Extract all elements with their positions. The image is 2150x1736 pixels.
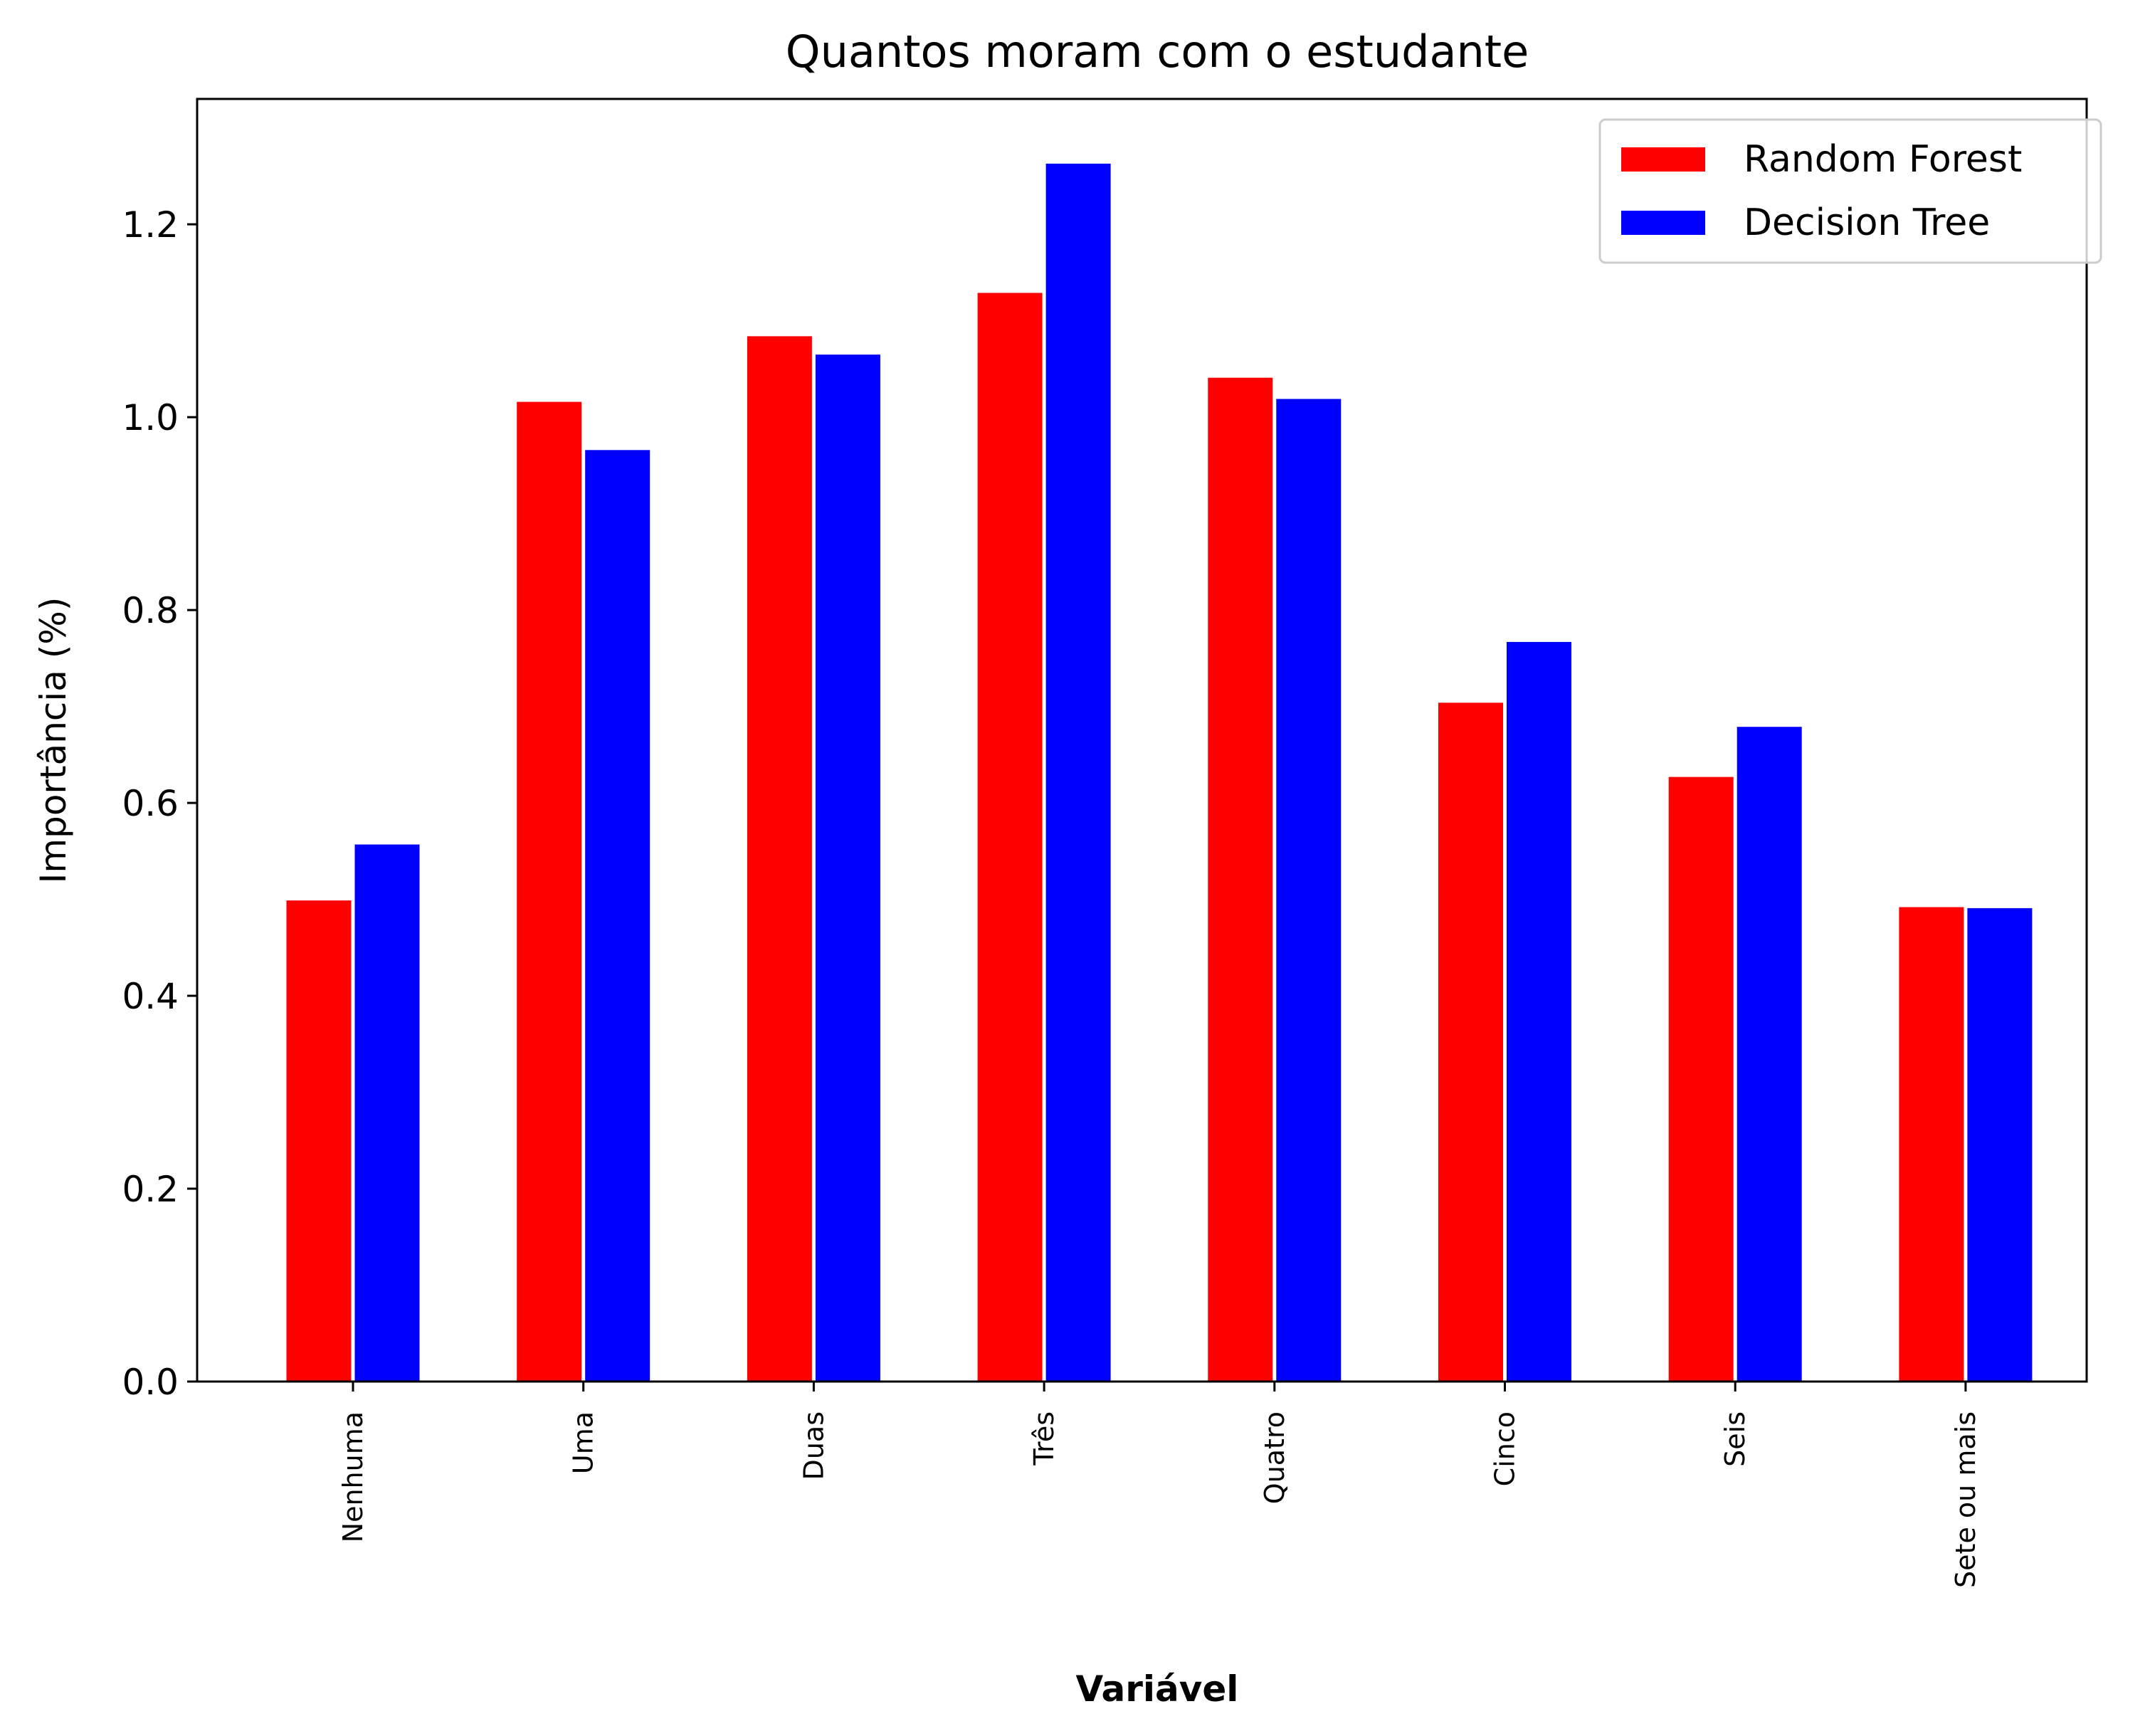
legend-label-random-forest: Random Forest	[1744, 138, 2022, 181]
bar-decision-tree-4	[1274, 396, 1344, 1383]
y-tick-label: 0.6	[122, 783, 179, 824]
y-tick-label: 0.0	[122, 1362, 179, 1403]
chart-title: Quantos moram com o estudante	[786, 26, 1529, 78]
bar-decision-tree-1	[583, 448, 653, 1383]
legend: Random Forest Decision Tree	[1598, 118, 2102, 264]
bar-decision-tree-3	[1043, 161, 1113, 1383]
bar-random-forest-5	[1436, 700, 1505, 1383]
x-tick-label: Três	[1028, 1411, 1060, 1466]
legend-swatch-decision-tree	[1621, 211, 1705, 235]
legend-swatch-random-forest	[1621, 147, 1705, 172]
bar-decision-tree-5	[1505, 639, 1574, 1383]
x-tick-label: Duas	[798, 1411, 829, 1480]
x-tick-label: Quatro	[1259, 1411, 1290, 1504]
bar-decision-tree-0	[352, 842, 422, 1383]
bar-random-forest-2	[744, 334, 814, 1383]
bar-decision-tree-7	[1965, 905, 2035, 1383]
x-tick-label: Cinco	[1490, 1411, 1521, 1486]
x-tick-label: Seis	[1719, 1411, 1751, 1467]
bar-random-forest-3	[975, 290, 1045, 1383]
x-axis-ticks: Nenhuma Uma Duas Três Quatro Cinco Seis Sete ou…	[337, 1382, 1981, 1588]
bar-random-forest-0	[284, 898, 354, 1383]
y-tick-label: 1.0	[122, 397, 179, 438]
y-tick-label: 0.2	[122, 1169, 179, 1210]
plot-frame	[196, 98, 2088, 1383]
x-tick-label: Sete ou mais	[1950, 1411, 1981, 1588]
legend-label-decision-tree: Decision Tree	[1744, 201, 1990, 244]
bar-random-forest-6	[1666, 774, 1736, 1383]
y-axis-ticks: 0.0 0.2 0.4 0.6 0.8 1.0 1.2	[122, 204, 197, 1403]
bar-random-forest-1	[515, 399, 584, 1383]
bar-random-forest-4	[1206, 375, 1275, 1383]
y-axis-label: Importância (%)	[33, 597, 74, 884]
y-tick-label: 1.2	[122, 204, 179, 246]
y-tick-label: 0.8	[122, 590, 179, 631]
y-tick-label: 0.4	[122, 976, 179, 1017]
bars-group	[284, 161, 2035, 1383]
bar-decision-tree-6	[1734, 725, 1804, 1383]
x-tick-label: Uma	[568, 1411, 599, 1474]
legend-frame	[1598, 118, 2102, 264]
x-axis-label: Variável	[1076, 1668, 1239, 1710]
x-tick-label: Nenhuma	[337, 1411, 369, 1542]
bar-decision-tree-2	[813, 352, 882, 1383]
bar-random-forest-7	[1897, 905, 1966, 1383]
